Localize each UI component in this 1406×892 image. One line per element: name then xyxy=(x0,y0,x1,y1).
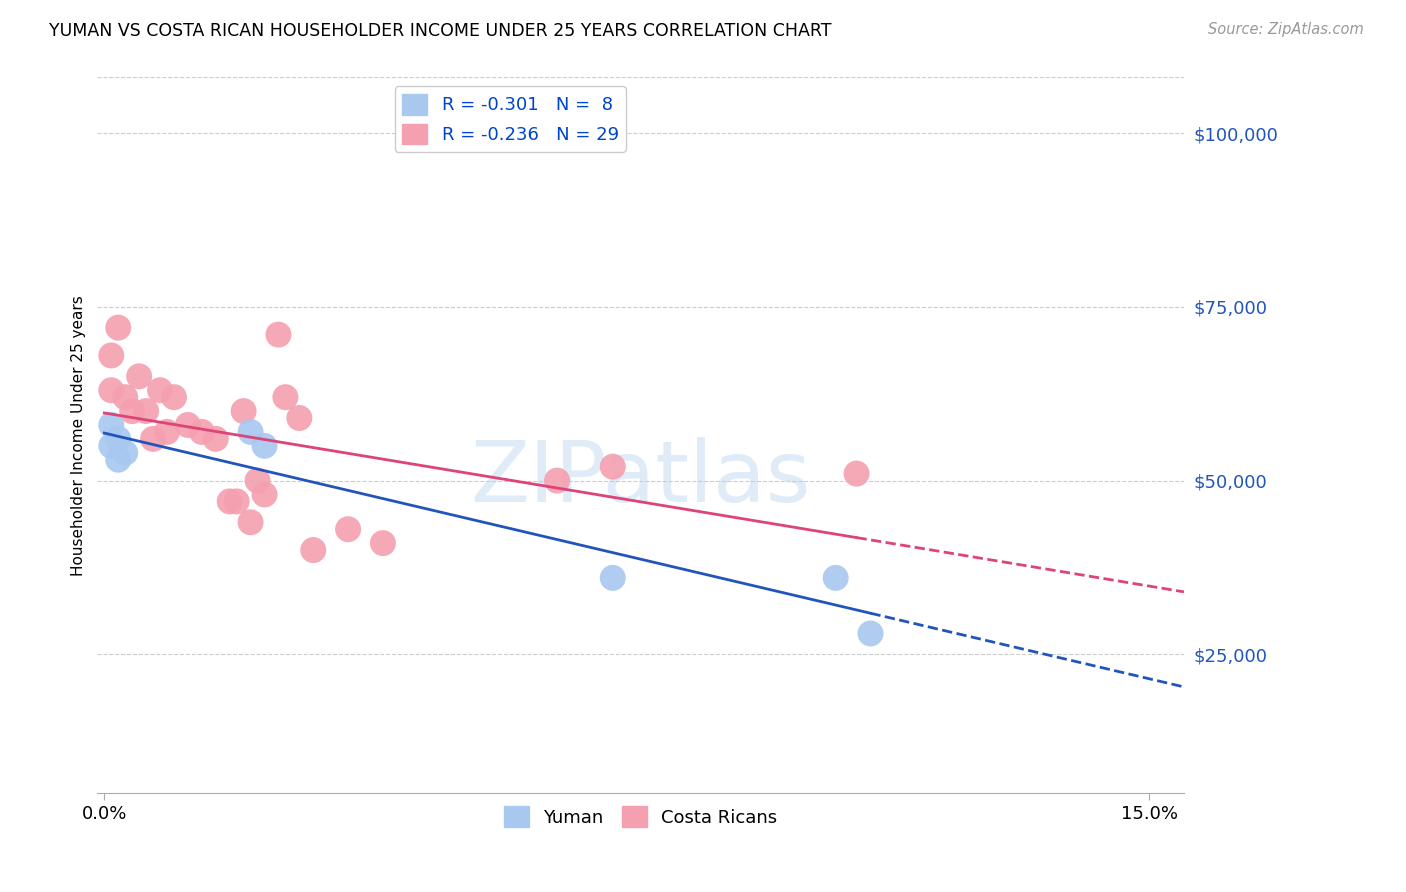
Point xyxy=(156,425,179,439)
Point xyxy=(546,474,568,488)
Point xyxy=(100,383,122,397)
Point xyxy=(107,320,129,334)
Text: YUMAN VS COSTA RICAN HOUSEHOLDER INCOME UNDER 25 YEARS CORRELATION CHART: YUMAN VS COSTA RICAN HOUSEHOLDER INCOME … xyxy=(49,22,832,40)
Point xyxy=(371,536,394,550)
Point xyxy=(337,522,360,536)
Legend: Yuman, Costa Ricans: Yuman, Costa Ricans xyxy=(496,799,785,834)
Point xyxy=(149,383,172,397)
Point xyxy=(232,404,254,418)
Point xyxy=(288,411,311,425)
Point xyxy=(253,487,276,501)
Point xyxy=(114,446,136,460)
Point xyxy=(114,390,136,404)
Point xyxy=(302,543,325,558)
Point xyxy=(107,452,129,467)
Point xyxy=(100,417,122,432)
Point xyxy=(128,369,150,384)
Point xyxy=(204,432,226,446)
Point xyxy=(135,404,157,418)
Point xyxy=(602,571,624,585)
Point xyxy=(239,425,262,439)
Point xyxy=(100,349,122,363)
Text: ZIPatlas: ZIPatlas xyxy=(471,437,811,520)
Point xyxy=(225,494,247,508)
Point xyxy=(177,417,200,432)
Text: Source: ZipAtlas.com: Source: ZipAtlas.com xyxy=(1208,22,1364,37)
Point xyxy=(107,432,129,446)
Point xyxy=(253,439,276,453)
Point xyxy=(163,390,186,404)
Point xyxy=(274,390,297,404)
Point xyxy=(824,571,846,585)
Point xyxy=(845,467,868,481)
Point xyxy=(100,439,122,453)
Y-axis label: Householder Income Under 25 years: Householder Income Under 25 years xyxy=(72,295,86,575)
Point xyxy=(239,516,262,530)
Point xyxy=(191,425,214,439)
Point xyxy=(218,494,240,508)
Point xyxy=(142,432,165,446)
Point xyxy=(602,459,624,474)
Point xyxy=(267,327,290,342)
Point xyxy=(859,626,882,640)
Point xyxy=(121,404,143,418)
Point xyxy=(246,474,269,488)
